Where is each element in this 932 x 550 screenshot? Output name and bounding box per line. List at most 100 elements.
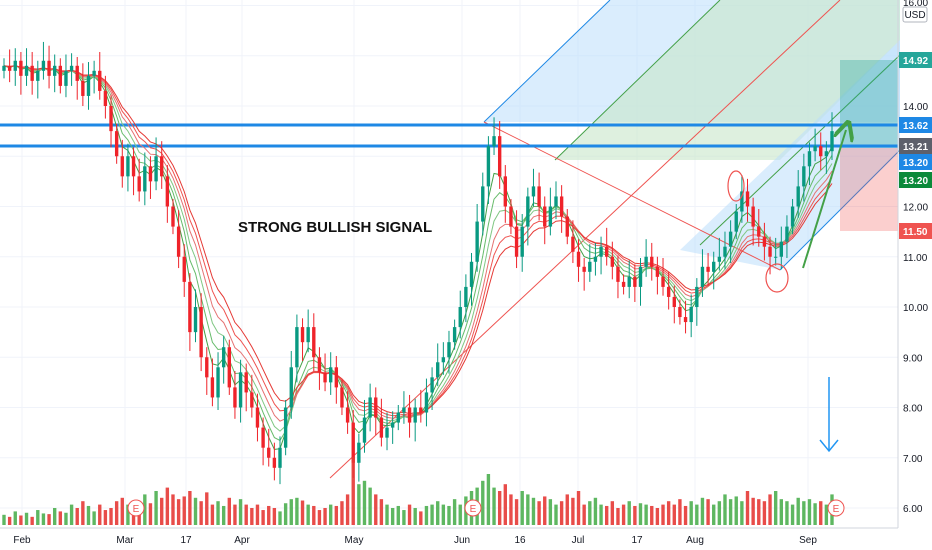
candle-body — [593, 256, 598, 262]
price-tag: 11.50 — [899, 223, 932, 239]
volume-bar — [345, 494, 350, 525]
volume-bar — [571, 497, 575, 525]
candle-body — [289, 367, 293, 408]
candle-body — [114, 131, 119, 157]
volume-bar — [683, 505, 688, 525]
candle-body — [390, 422, 395, 428]
y-tick-label: 9.00 — [903, 353, 923, 364]
candle-body — [86, 75, 91, 96]
y-tick-label: 16.00 — [903, 0, 928, 9]
volume-bar — [436, 501, 440, 525]
candle-body — [481, 186, 485, 222]
candle-body — [633, 276, 637, 287]
earnings-label: E — [470, 504, 477, 515]
volume-bar — [92, 511, 96, 525]
volume-bar — [295, 497, 299, 525]
currency-badge — [902, 6, 928, 23]
candle-body — [807, 151, 812, 167]
volume-bar — [379, 499, 384, 525]
volume-bar — [689, 501, 693, 525]
candle-body — [565, 216, 569, 237]
volume-bar — [441, 504, 446, 525]
candle-body — [464, 286, 468, 307]
candle-body — [644, 256, 648, 267]
candle-body — [740, 191, 744, 212]
volume-bar — [419, 511, 423, 525]
volume-bar — [762, 501, 767, 525]
candle-body — [802, 166, 806, 187]
price-tags: 14.92 13.62 13.21 13.20 13.20 11.50 — [899, 52, 932, 239]
grid-lines — [0, 0, 898, 528]
candle-body — [47, 60, 51, 76]
fork-line-4 — [699, 54, 901, 246]
y-tick-label: 10.00 — [903, 303, 928, 314]
fork-line-5 — [779, 149, 901, 271]
y-tick-label: 7.00 — [903, 454, 923, 465]
candle-body — [447, 342, 451, 358]
time-axis[interactable]: Feb Mar 17 Apr May Jun 16 Jul 17 Aug Sep — [0, 527, 898, 546]
target-zone — [840, 60, 898, 148]
candle-body — [717, 256, 722, 262]
candle-body — [210, 377, 215, 398]
volume-bar — [486, 474, 491, 525]
candle-body — [610, 256, 615, 267]
candle-body — [2, 65, 6, 71]
candle-body — [672, 296, 676, 307]
candle-body — [813, 146, 817, 152]
candle-body — [13, 60, 17, 71]
stop-zone — [840, 148, 898, 231]
candle-body — [638, 266, 643, 287]
volume-bar — [452, 499, 457, 525]
volume-bar — [413, 508, 417, 525]
volume-bar — [357, 484, 361, 525]
y-tick-label: 8.00 — [903, 404, 923, 415]
candle-body — [458, 307, 462, 328]
price-axis[interactable]: USD 6.00 7.00 8.00 9.00 10.00 11.00 12.00 14.00… — [897, 0, 928, 528]
volume-bar — [396, 505, 400, 525]
earnings-marker[interactable]: E — [827, 499, 845, 517]
y-tick-label: 14.00 — [903, 102, 928, 113]
candle-body — [300, 327, 305, 343]
candle-body — [650, 256, 654, 267]
candle-body — [655, 266, 660, 277]
volume-bar — [58, 511, 63, 525]
candle-body — [531, 186, 536, 197]
volume-bar — [706, 499, 710, 525]
candle-body — [402, 407, 406, 413]
volume-bar — [638, 503, 643, 525]
volume-bar — [2, 514, 6, 525]
volume-bar — [650, 505, 654, 525]
volume-bar — [210, 504, 215, 525]
volume-bar — [509, 494, 513, 525]
candle-body — [221, 347, 226, 368]
candle-body — [666, 286, 671, 297]
volume-bar — [233, 504, 237, 525]
candle-body — [334, 367, 339, 388]
earnings-marker[interactable]: E — [464, 499, 482, 517]
candle-body — [205, 357, 209, 378]
volume-bar — [47, 514, 51, 525]
candle-body — [58, 65, 63, 86]
volume-bar — [531, 497, 536, 525]
volume-bar — [205, 492, 209, 525]
earnings-marker[interactable]: E — [127, 499, 145, 517]
candle-body — [238, 372, 243, 408]
volume-bar — [734, 496, 738, 525]
volume-bar — [182, 496, 186, 525]
candle-body — [165, 176, 170, 207]
candle-body — [413, 407, 417, 423]
candle-body — [419, 407, 423, 413]
candle-body — [120, 156, 124, 177]
volume-bar — [227, 497, 231, 525]
volume-bar — [661, 504, 665, 525]
candle-body — [98, 70, 102, 91]
volume-bar — [7, 516, 12, 525]
candle-body — [148, 166, 153, 182]
volume-bar — [109, 508, 113, 525]
volume-bar — [559, 501, 564, 525]
candle-body — [323, 372, 327, 383]
volume-bar — [481, 480, 485, 525]
candle-body — [171, 206, 175, 227]
candle-body — [830, 131, 834, 152]
